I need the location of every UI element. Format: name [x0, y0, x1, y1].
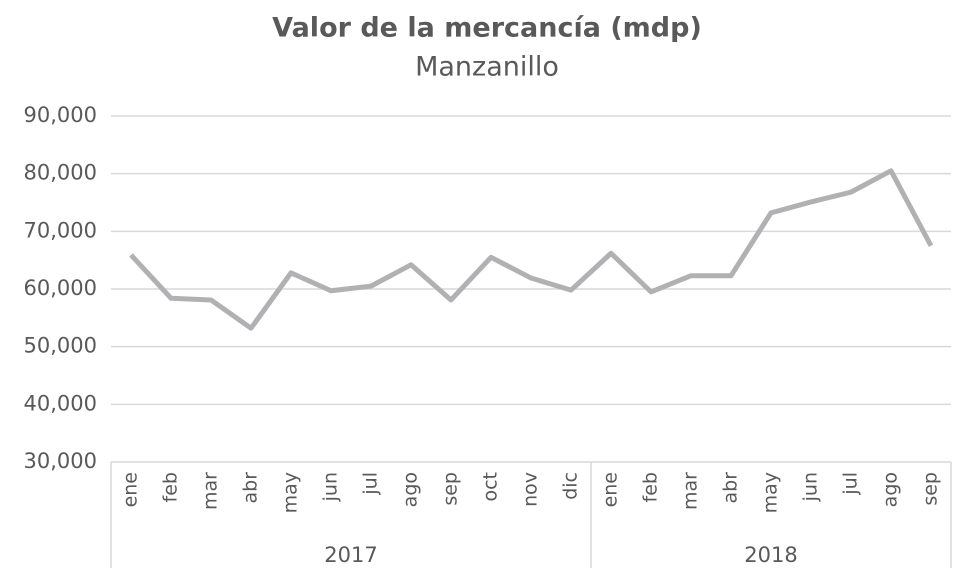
x-tick-label: oct — [480, 472, 502, 502]
x-group-label: 2017 — [324, 543, 377, 567]
x-tick-label: jul — [840, 472, 862, 496]
y-tick-label: 30,000 — [24, 449, 97, 473]
x-tick-label: may — [280, 472, 302, 513]
x-tick-label: mar — [680, 472, 702, 510]
x-tick-label: jul — [360, 472, 382, 496]
y-tick-label: 80,000 — [24, 161, 97, 185]
x-tick-label: jun — [800, 472, 822, 502]
x-tick-label: sep — [440, 472, 462, 506]
x-tick-label: ene — [120, 472, 142, 507]
x-tick-label: may — [760, 472, 782, 513]
x-group-label: 2018 — [744, 543, 797, 567]
x-tick-label: feb — [640, 472, 662, 502]
chart-title: Valor de la mercancía (mdp) — [272, 13, 702, 44]
y-tick-label: 90,000 — [24, 103, 97, 127]
x-tick-label: abr — [240, 472, 262, 504]
x-tick-label: dic — [560, 472, 582, 500]
x-tick-label: ago — [880, 472, 902, 507]
data-line — [129, 168, 934, 331]
x-tick-label: nov — [520, 472, 542, 507]
x-tick-label: jun — [320, 472, 342, 502]
x-tick-label: feb — [160, 472, 182, 502]
y-tick-label: 60,000 — [24, 276, 97, 300]
y-tick-label: 50,000 — [24, 334, 97, 358]
chart-subtitle: Manzanillo — [415, 52, 559, 83]
x-tick-label: abr — [720, 472, 742, 504]
x-tick-label: mar — [200, 472, 222, 510]
x-tick-label: ene — [600, 472, 622, 507]
y-tick-label: 70,000 — [24, 218, 97, 242]
y-tick-label: 40,000 — [24, 391, 97, 415]
x-tick-label: sep — [920, 472, 942, 506]
x-tick-label: ago — [400, 472, 422, 507]
